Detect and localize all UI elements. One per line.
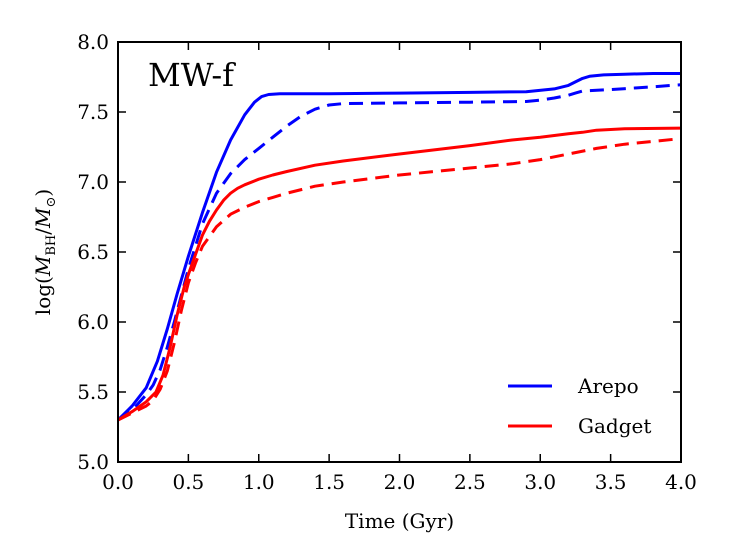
y-tick-label: 8.0: [77, 30, 109, 54]
x-tick-label: 1.5: [313, 470, 345, 494]
x-tick-label: 0.0: [102, 470, 134, 494]
series-line-gadget-solid: [118, 126, 681, 422]
x-tick-label: 2.5: [454, 470, 486, 494]
series-line-gadget-dashed: [118, 137, 681, 422]
x-axis-label: Time (Gyr): [345, 509, 454, 533]
x-tick-label: 4.0: [665, 470, 697, 494]
x-tick-label: 3.5: [595, 470, 627, 494]
y-tick-label: 5.5: [77, 380, 109, 404]
series-layer: [118, 72, 681, 422]
x-tick-label: 3.0: [524, 470, 556, 494]
y-tick-label: 5.0: [77, 450, 109, 474]
x-ticks: 0.0 0.5 1.0 1.5 2.0 2.5 3.0 3.5 4.0: [102, 42, 697, 494]
series-line-arepo-dashed: [118, 83, 681, 422]
y-tick-label: 7.0: [77, 170, 109, 194]
y-ticks: 5.0 5.5 6.0 6.5 7.0 7.5 8.0: [77, 30, 681, 474]
legend-label-arepo: Arepo: [577, 374, 639, 398]
legend: Arepo Gadget: [508, 374, 651, 438]
x-tick-label: 0.5: [172, 470, 204, 494]
series-line-arepo-solid: [118, 72, 681, 422]
y-tick-label: 7.5: [77, 100, 109, 124]
legend-label-gadget: Gadget: [578, 414, 651, 438]
x-tick-label: 2.0: [384, 470, 416, 494]
chart-title: MW-f: [148, 56, 236, 94]
x-tick-label: 1.0: [243, 470, 275, 494]
y-tick-label: 6.5: [77, 240, 109, 264]
y-axis-label: log(MBH/M⊙): [31, 189, 59, 315]
y-tick-label: 6.0: [77, 310, 109, 334]
